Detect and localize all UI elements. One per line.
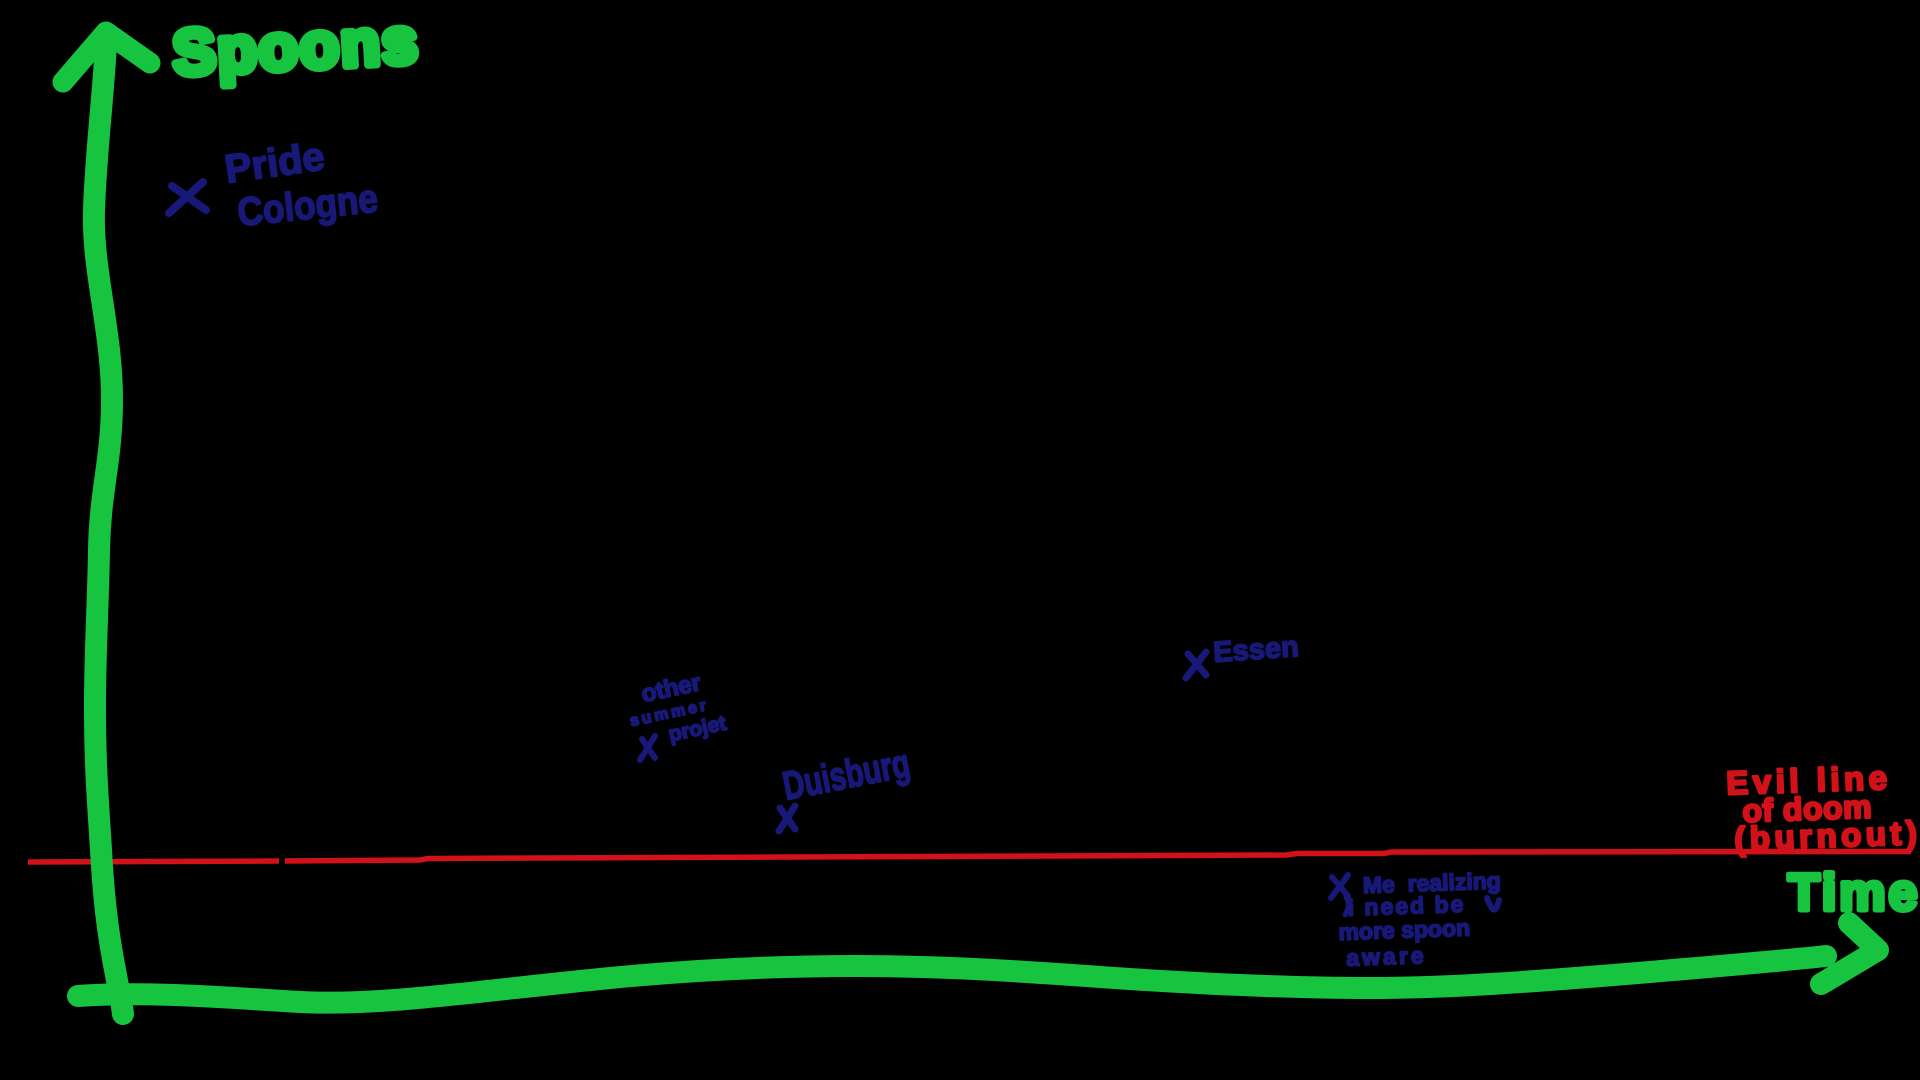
svg-text:i need be: i need be bbox=[1347, 891, 1466, 921]
svg-text:Spoons: Spoons bbox=[171, 4, 421, 89]
svg-text:Evil line: Evil line bbox=[1726, 759, 1892, 802]
svg-text:Me realizing: Me realizing bbox=[1362, 867, 1501, 898]
svg-text:aware: aware bbox=[1346, 942, 1427, 971]
svg-text:Time: Time bbox=[1788, 864, 1920, 922]
svg-text:more spoon: more spoon bbox=[1338, 914, 1470, 945]
svg-text:of doom: of doom bbox=[1742, 789, 1873, 830]
svg-text:Essen: Essen bbox=[1212, 631, 1299, 669]
svg-text:(burnout): (burnout) bbox=[1734, 814, 1920, 858]
